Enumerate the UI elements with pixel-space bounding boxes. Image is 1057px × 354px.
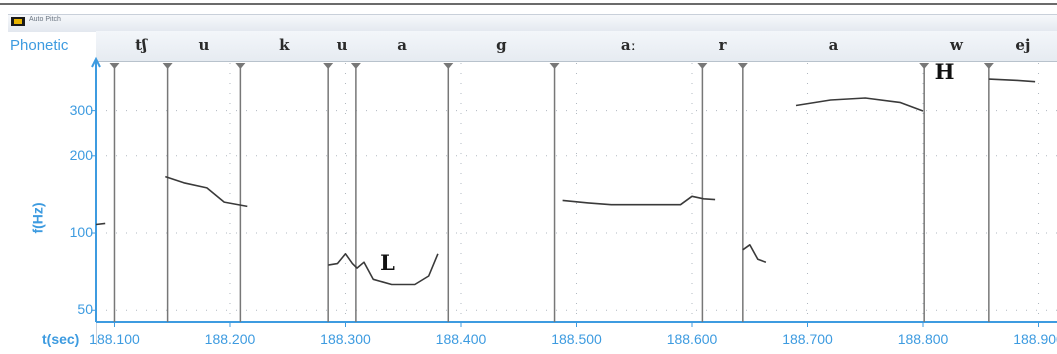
phonetic-segment-label: u xyxy=(198,36,210,54)
x-tick-label: 188.600 xyxy=(666,331,718,347)
boundary-marker xyxy=(549,63,560,69)
y-tick-label: 100 xyxy=(69,224,93,241)
boundary-marker xyxy=(443,63,454,69)
pitch-contour xyxy=(988,78,1036,83)
x-tick-label: 188.200 xyxy=(204,331,256,347)
pitch-contour xyxy=(562,195,716,206)
phonetic-segment-label: r xyxy=(718,36,727,54)
phonetic-segment-label: a xyxy=(828,36,839,54)
phonetic-segment-label: aː xyxy=(620,36,637,54)
x-tick-label: 188.700 xyxy=(782,331,833,347)
x-tick-label: 188.100 xyxy=(89,331,140,347)
phonetic-segment-label: ej xyxy=(1015,36,1031,54)
boundary-marker xyxy=(737,63,748,69)
phonetic-tier-row[interactable] xyxy=(96,31,1057,62)
x-axis-label: t(sec) xyxy=(42,331,80,347)
y-tick-label: 300 xyxy=(69,101,93,118)
pitch-contour xyxy=(165,175,248,208)
boundary-marker xyxy=(235,63,246,69)
app-icon xyxy=(11,17,25,26)
pitch-contour xyxy=(795,97,924,112)
y-axis-label: f(Hz) xyxy=(29,202,46,234)
phonetic-segment-label: a xyxy=(397,36,407,54)
phonetic-segment-label: u xyxy=(336,36,348,54)
tone-label: L xyxy=(380,249,395,275)
y-axis-arrow xyxy=(91,56,101,68)
x-tick-label: 188.300 xyxy=(320,331,371,347)
y-tick-label: 200 xyxy=(69,146,93,163)
boundary-marker xyxy=(350,63,361,69)
boundary-marker xyxy=(323,63,334,69)
phonetic-segment-label: g xyxy=(496,36,507,54)
x-tick-label: 188.900 xyxy=(1013,331,1057,347)
tone-label: H xyxy=(934,59,955,85)
phonetic-segment-label: k xyxy=(279,36,290,54)
pitch-contour xyxy=(328,253,439,286)
top-border xyxy=(0,3,1057,5)
boundary-marker xyxy=(109,63,120,69)
x-tick-label: 188.800 xyxy=(897,331,949,347)
boundary-marker xyxy=(919,63,930,69)
phonetic-tier-label: Phonetic xyxy=(10,37,69,54)
window-title: Auto Pitch xyxy=(29,16,61,23)
pitch-contour xyxy=(95,222,106,226)
window-title-bar xyxy=(8,14,1057,32)
phonetic-segment-label: w xyxy=(950,36,963,54)
x-tick-label: 188.500 xyxy=(551,331,602,347)
boundary-marker xyxy=(697,63,708,69)
x-tick-label: 188.400 xyxy=(435,331,487,347)
phonetic-segment-label: tʃ xyxy=(135,36,147,54)
pitch-contour xyxy=(742,244,767,263)
y-tick-label: 50 xyxy=(77,301,93,318)
boundary-marker xyxy=(162,63,173,69)
boundary-marker xyxy=(983,63,994,69)
